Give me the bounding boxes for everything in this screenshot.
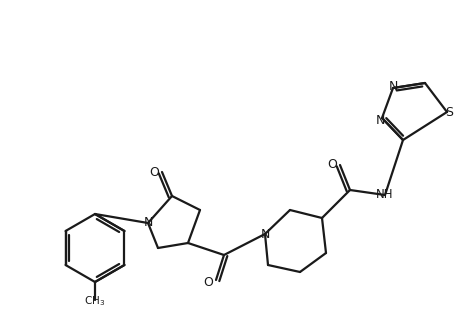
Text: O: O [202, 276, 213, 289]
Text: O: O [149, 166, 159, 178]
Text: O: O [326, 158, 336, 172]
Text: N: N [260, 228, 269, 241]
Text: S: S [444, 106, 452, 118]
Text: CH$_3$: CH$_3$ [84, 294, 106, 308]
Text: N: N [387, 80, 397, 92]
Text: N: N [375, 113, 384, 127]
Text: N: N [143, 216, 152, 230]
Text: NH: NH [375, 188, 393, 202]
